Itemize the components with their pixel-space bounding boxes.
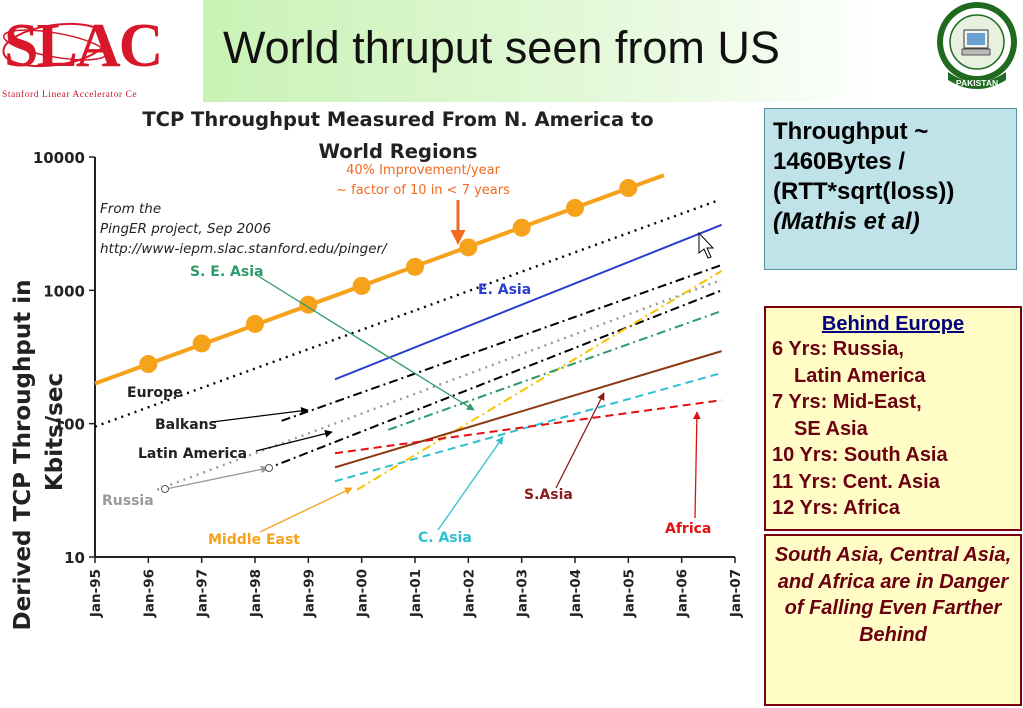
danger-note-text: South Asia, Central Asia, and Africa are… [774,544,1012,646]
series-line-latin-america [263,289,723,471]
series-line-europe [94,199,718,428]
x-tick-label: Jan-96 [141,569,157,618]
label-se-asia: S. E. Asia [190,264,263,280]
arrow-middle-east [259,487,353,533]
lag-item: 11 Yrs: Cent. Asia [772,470,940,493]
chart-title-line1: TCP Throughput Measured From N. America … [142,108,653,131]
label-middle-east: Middle East [208,532,300,548]
series-line-balkans [281,264,723,422]
x-tick-label: Jan-00 [355,569,371,618]
x-tick-label: Jan-07 [728,569,744,618]
y-tick-label: 100 [54,416,85,434]
slac-logo-text: SLAC [4,12,161,80]
label-russia: Russia [102,493,154,509]
emblem-caption: PAKISTAN [956,78,998,88]
formula-line3: (RTT*sqrt(loss)) [773,178,955,205]
arrow-c-asia [437,436,504,531]
formula-line2: 1460Bytes / [773,148,906,175]
source-note-line2: PingER project, Sep 2006 [100,221,271,237]
lag-item: 12 Yrs: Africa [772,497,900,519]
mouse-cursor-icon [698,231,715,259]
title-band: World thruput seen from US [203,0,883,102]
arrow-balkans [211,407,309,423]
lag-item: 7 Yrs: Mid-East, [772,391,922,413]
lag-item: 6 Yrs: Russia, [772,338,904,360]
x-tick-label: Jan-02 [461,569,477,618]
x-tick-label: Jan-97 [195,569,211,618]
x-tick-label: Jan-98 [248,569,264,618]
slac-logo: SLAC Stanford Linear Accelerator Ce [2,12,163,100]
trend-marker [619,179,638,198]
x-tick-label: Jan-05 [621,569,637,618]
label-europe: Europe [127,385,183,401]
x-tick-label: Jan-95 [88,569,104,618]
label-africa: Africa [665,521,711,537]
trend-marker [512,218,531,237]
y-tick-label: 10000 [33,149,85,167]
x-tick-label: Jan-01 [408,569,424,618]
formula-line1: Throughput ~ [773,118,929,145]
formula-citation: (Mathis et al) [773,208,920,235]
russia-marker-start [161,485,169,493]
label-latin-america: Latin America [138,446,247,462]
x-tick-label: Jan-04 [568,569,584,618]
arrow-africa [692,411,701,519]
trend-marker [406,257,424,276]
trend-marker [139,355,158,374]
arrow-russia [165,465,269,490]
label-c-asia: C. Asia [418,530,472,546]
source-note-line3: http://www-iepm.slac.stanford.edu/pinger… [100,241,388,257]
chart-title-line2: World Regions [318,140,477,163]
trend-marker [192,334,211,353]
x-tick-label: Jan-06 [675,569,691,618]
trend-marker [459,238,478,257]
y-axis-label-line2: Kbits/sec [42,373,68,491]
y-axis-label-line1: Derived TCP Throughput in [10,280,36,631]
trend-marker [352,276,371,295]
arrow-latin-america [255,429,333,452]
throughput-chart: TCP Throughput Measured From N. America … [10,108,744,631]
russia-marker-end [265,464,273,472]
behind-europe-heading: Behind Europe [821,313,965,335]
label-balkans: Balkans [155,417,217,433]
label-e-asia: E. Asia [478,282,531,298]
improvement-note-line1: 40% Improvement/year [346,163,501,178]
y-tick-label: 1000 [43,282,85,300]
series-line-middle-east [356,269,723,491]
series-line-e-asia [334,223,723,381]
trend-marker [566,198,584,217]
trend-marker [246,314,264,333]
formula-box: Throughput ~ 1460Bytes / (RTT*sqrt(loss)… [764,108,1017,270]
x-tick-label: Jan-03 [515,569,531,618]
danger-note-box: South Asia, Central Asia, and Africa are… [764,534,1022,706]
series-line-s-asia [334,350,722,469]
behind-europe-box: Behind Europe 6 Yrs: Russia, Latin Ameri… [764,306,1022,531]
trend-marker [299,295,318,314]
series-line-africa [334,399,722,455]
source-note-line1: From the [100,201,161,217]
slide-title: World thruput seen from US [223,22,780,73]
series-line-russia [156,278,723,491]
lag-item: Latin America [794,364,926,387]
improvement-note-line2: ~ factor of 10 in < 7 years [336,183,510,198]
lag-item: SE Asia [794,417,868,440]
arrow-se-asia [257,275,475,411]
university-emblem: PAKISTAN [937,2,1017,89]
arrow-s-asia [555,392,605,489]
label-s-asia: S.Asia [524,487,573,503]
y-tick-label: 10 [64,549,85,567]
x-tick-label: Jan-99 [301,569,317,618]
lag-item: 10 Yrs: South Asia [772,444,948,466]
series-line-s-e-asia [387,310,723,431]
slac-tagline: Stanford Linear Accelerator Ce [2,89,137,100]
